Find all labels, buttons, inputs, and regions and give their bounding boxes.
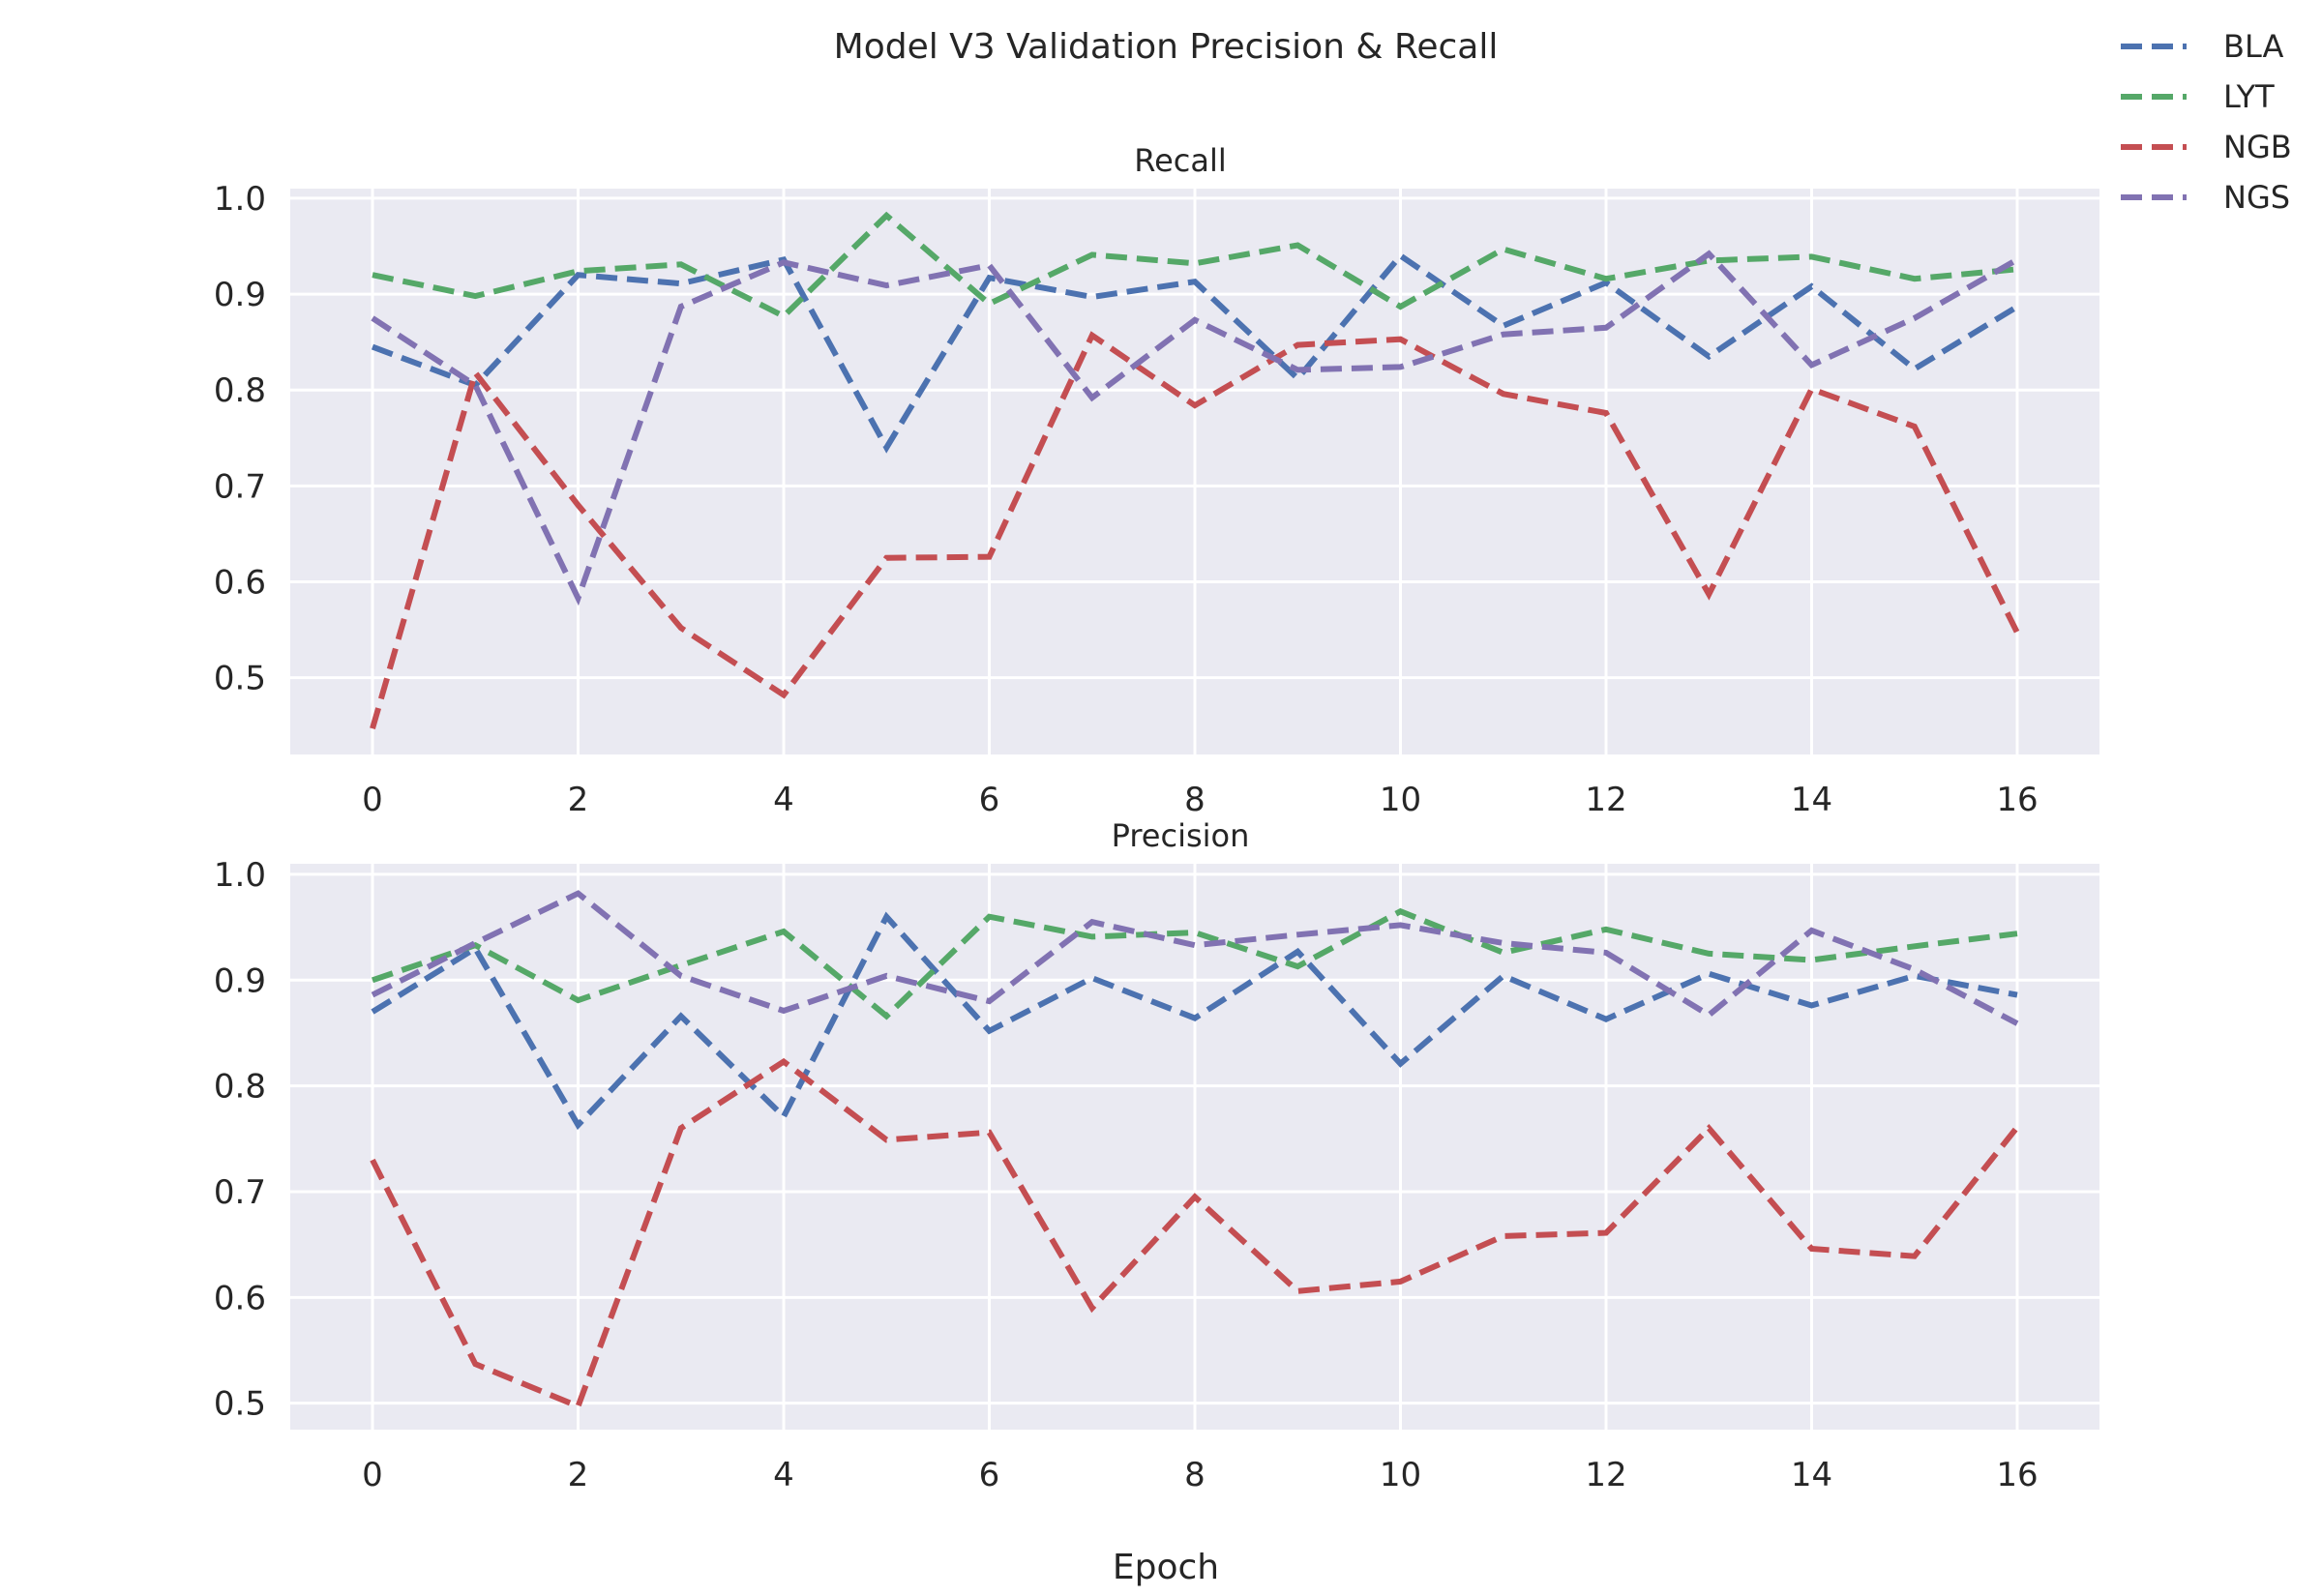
y-tick-label: 0.6 [214,564,266,603]
legend: BLA LYT NGB NGS [2121,28,2292,216]
y-tick-label: 1.0 [214,856,266,895]
x-tick-label: 12 [1585,1456,1626,1494]
y-tick-label: 0.7 [214,467,266,506]
x-tick-label: 14 [1791,781,1832,819]
x-tick-label: 2 [568,1456,589,1494]
y-tick-label: 0.8 [214,371,266,410]
y-tick-label: 0.5 [214,1385,266,1424]
subplot-recall: Recall 0 2 4 6 8 10 12 14 16 0.5 0.6 0.7 0.8 0.9 1.0 [214,142,2099,819]
y-tick-label: 0.5 [214,660,266,698]
x-tick-label: 4 [773,1456,794,1494]
x-tick-label: 16 [1996,781,2038,819]
subplot-title: Recall [1134,142,1226,179]
legend-label: LYT [2223,78,2275,115]
legend-item-lyt: LYT [2121,78,2275,115]
y-tick-label: 0.9 [214,276,266,314]
y-tick-label: 0.7 [214,1173,266,1212]
x-tick-label: 8 [1184,1456,1206,1494]
x-tick-label: 12 [1585,781,1626,819]
legend-item-ngb: NGB [2121,129,2292,165]
legend-label: NGS [2223,179,2290,216]
x-tick-label: 6 [979,1456,1000,1494]
x-tick-label: 10 [1380,1456,1421,1494]
legend-label: NGB [2223,129,2292,165]
y-tick-label: 1.0 [214,180,266,219]
y-tick-label: 0.9 [214,961,266,1000]
y-tick-label: 0.8 [214,1068,266,1107]
series-line-ngb [370,331,2020,730]
x-tick-label: 4 [773,781,794,819]
x-tick-label: 8 [1184,781,1206,819]
y-tick-label: 0.6 [214,1279,266,1317]
x-tick-label: 10 [1380,781,1421,819]
x-tick-label: 0 [362,781,383,819]
series-line-ngb [370,1057,2020,1410]
chart-title: Model V3 Validation Precision & Recall [834,27,1499,67]
series-line-bla [371,251,2019,454]
legend-label: BLA [2223,28,2284,65]
series-line-ngs [371,250,2019,606]
x-tick-label: 0 [362,1456,383,1494]
subplot-title: Precision [1112,817,1250,854]
subplot-precision: Precision 0 2 4 6 8 10 12 14 16 0.5 0.6 0.7 0.8 0.9 1.0 [214,817,2099,1494]
legend-item-bla: BLA [2121,28,2284,65]
x-tick-label: 6 [979,781,1000,819]
x-tick-label: 2 [568,781,589,819]
x-axis-label: Epoch [1113,1548,1219,1587]
series-line-lyt [372,211,2018,320]
x-tick-label: 14 [1791,1456,1832,1494]
series-line-ngs [371,890,2019,1026]
x-tick-label: 16 [1996,1456,2038,1494]
series-line-lyt [372,907,2018,1020]
legend-item-ngs: NGS [2121,179,2290,216]
